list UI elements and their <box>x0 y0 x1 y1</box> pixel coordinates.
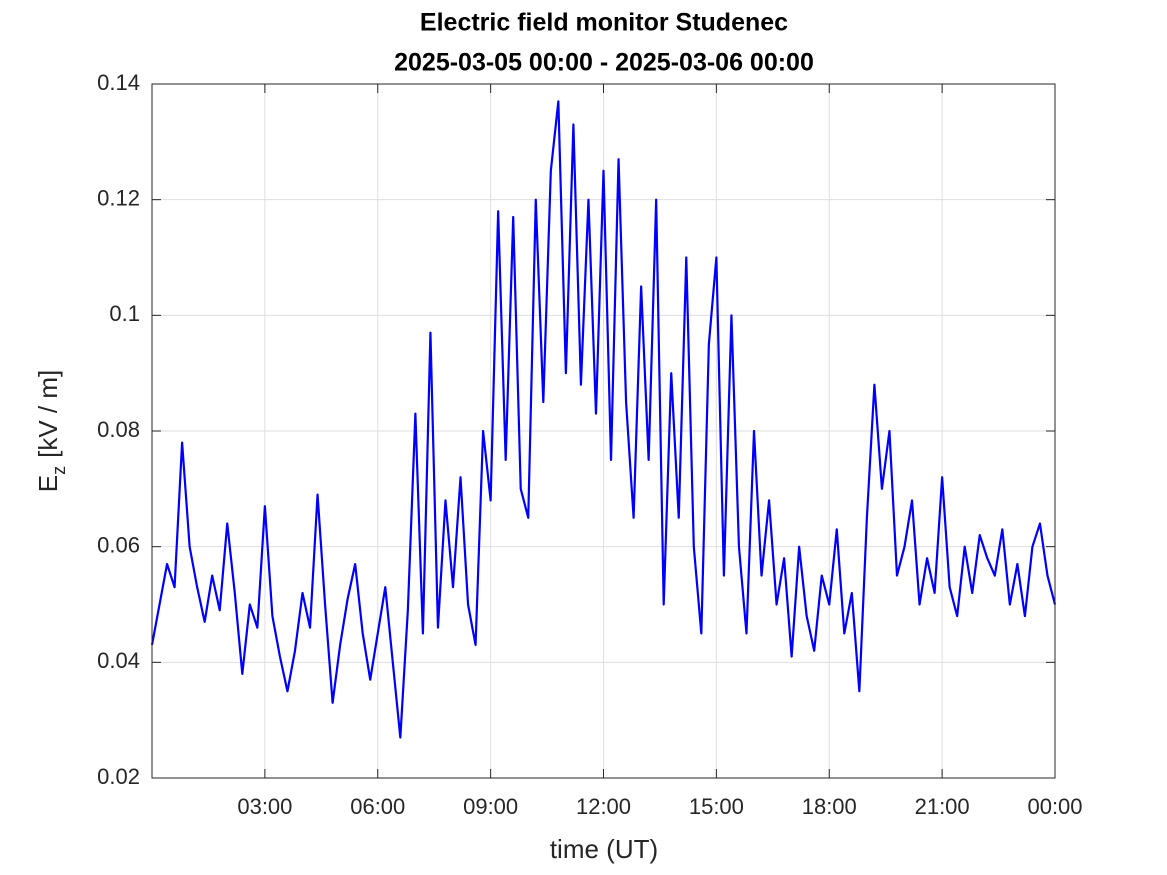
x-tick-label: 09:00 <box>463 794 518 819</box>
y-label-unit: [kV / m] <box>33 370 63 458</box>
y-tick-label: 0.14 <box>97 70 140 95</box>
x-tick-label: 18:00 <box>802 794 857 819</box>
y-tick-label: 0.02 <box>97 764 140 789</box>
y-label-subscript: z <box>49 466 69 475</box>
x-tick-label: 03:00 <box>237 794 292 819</box>
y-tick-label: 0.1 <box>109 301 140 326</box>
y-tick-label: 0.12 <box>97 185 140 210</box>
x-tick-label: 15:00 <box>689 794 744 819</box>
x-tick-label: 12:00 <box>576 794 631 819</box>
y-tick-label: 0.06 <box>97 532 140 557</box>
chart-subtitle: 2025-03-05 00:00 - 2025-03-06 00:00 <box>394 49 814 77</box>
data-line <box>150 100 1057 739</box>
x-tick-label: 21:00 <box>915 794 970 819</box>
y-axis-label: Ez [kV / m] <box>33 370 69 492</box>
x-tick-label: 06:00 <box>350 794 405 819</box>
chart-title: Electric field monitor Studenec <box>420 9 788 37</box>
x-tick-label: 00:00 <box>1027 794 1082 819</box>
y-tick-label: 0.08 <box>97 417 140 442</box>
plot-frame <box>151 83 1056 779</box>
y-tick-label: 0.04 <box>97 648 140 673</box>
x-axis-label: time (UT) <box>550 834 658 864</box>
y-label-symbol: E <box>33 475 63 492</box>
